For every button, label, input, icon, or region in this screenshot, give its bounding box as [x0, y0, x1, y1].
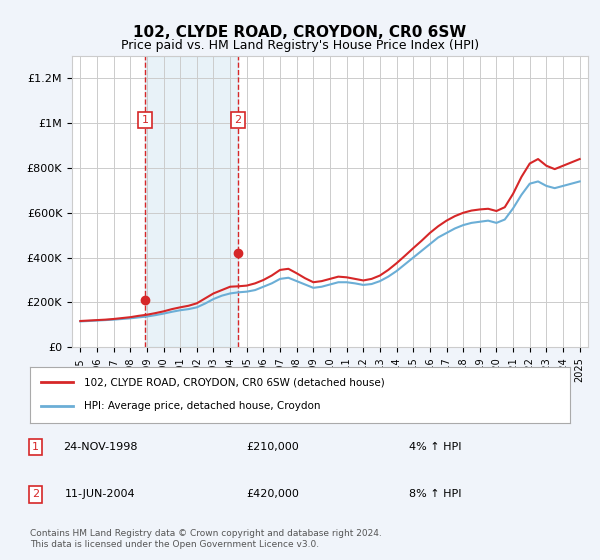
Text: Contains HM Land Registry data © Crown copyright and database right 2024.
This d: Contains HM Land Registry data © Crown c…	[30, 529, 382, 549]
Bar	[145, 56, 238, 347]
Text: 8% ↑ HPI: 8% ↑ HPI	[409, 489, 461, 499]
Text: 102, CLYDE ROAD, CROYDON, CR0 6SW: 102, CLYDE ROAD, CROYDON, CR0 6SW	[133, 25, 467, 40]
Text: 4% ↑ HPI: 4% ↑ HPI	[409, 442, 461, 452]
Text: 1: 1	[142, 115, 149, 125]
Text: Price paid vs. HM Land Registry's House Price Index (HPI): Price paid vs. HM Land Registry's House …	[121, 39, 479, 52]
Text: 102, CLYDE ROAD, CROYDON, CR0 6SW (detached house): 102, CLYDE ROAD, CROYDON, CR0 6SW (detac…	[84, 377, 385, 388]
Text: HPI: Average price, detached house, Croydon: HPI: Average price, detached house, Croy…	[84, 401, 320, 411]
Text: £420,000: £420,000	[247, 489, 299, 499]
Text: 2: 2	[234, 115, 241, 125]
Text: 24-NOV-1998: 24-NOV-1998	[63, 442, 137, 452]
Text: £210,000: £210,000	[247, 442, 299, 452]
Text: 1: 1	[32, 442, 39, 452]
Text: 11-JUN-2004: 11-JUN-2004	[65, 489, 136, 499]
Text: 2: 2	[32, 489, 39, 499]
